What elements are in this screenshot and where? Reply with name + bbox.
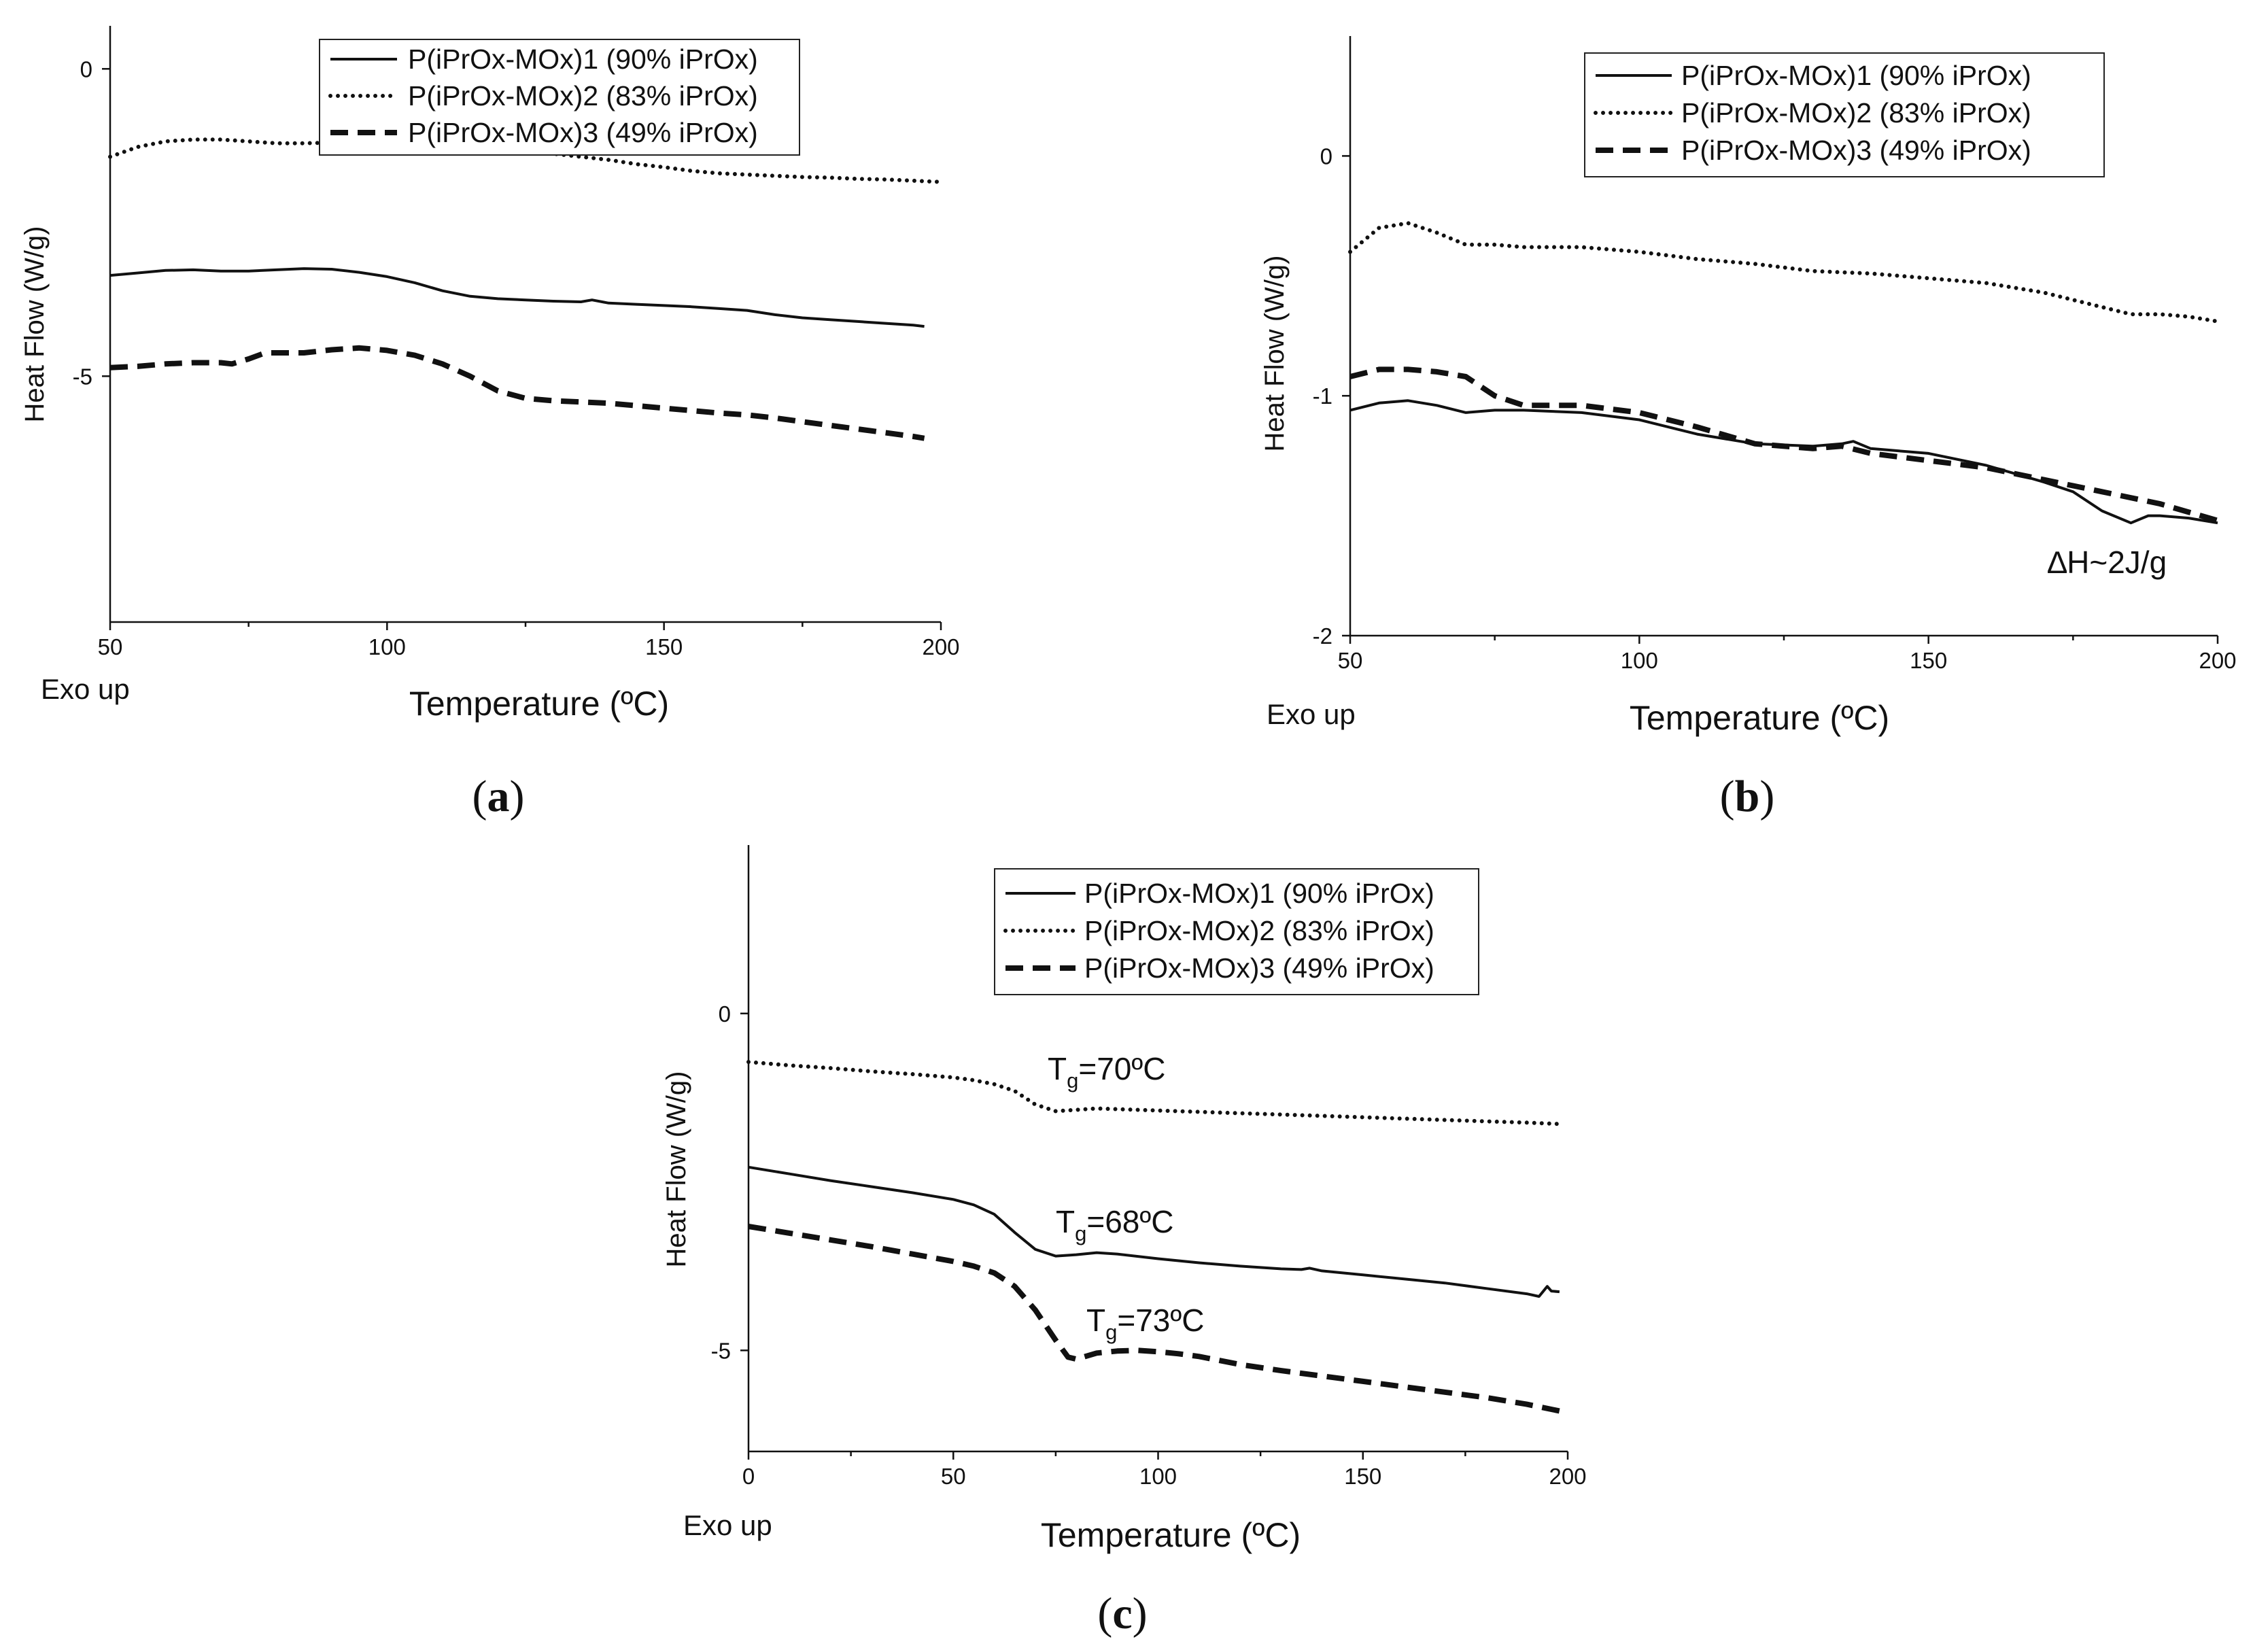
panel-c: 0 50 100 150 200 0 -5 Heat Flow (W/g) Exo up T… (661, 845, 1587, 1638)
x-tick-label-100: 100 (1139, 1464, 1177, 1489)
tg73-rest: =73ºC (1117, 1303, 1204, 1338)
panel-a-legend-label-2: P(iPrOx-MOx)2 (83% iPrOx) (408, 80, 758, 111)
x-tick-label-200: 200 (1549, 1464, 1586, 1489)
panel-c-legend: P(iPrOx-MOx)1 (90% iPrOx) P(iPrOx-MOx)2 … (994, 868, 1479, 995)
panel-a-legend-label-3: P(iPrOx-MOx)3 (49% iPrOx) (408, 117, 758, 148)
panel-b-legend-box (1584, 52, 2105, 177)
panel-b-annotation: ∆H~2J/g (2048, 545, 2167, 580)
panel-a-series (108, 137, 943, 441)
x-tick-label-150: 150 (1344, 1464, 1381, 1489)
panel-a-exo-label: Exo up (41, 673, 130, 705)
tg68-rest: =68ºC (1086, 1204, 1173, 1239)
panel-b-x-axis-title: Temperature (ºC) (1630, 699, 1889, 737)
y-tick-label-0: 0 (719, 1001, 731, 1027)
panel-c-legend-label-1: P(iPrOx-MOx)1 (90% iPrOx) (1084, 878, 1434, 909)
panel-b-ticks: 50 100 150 200 0 -1 -2 (1313, 143, 2237, 673)
panel-b-legend-label-2: P(iPrOx-MOx)2 (83% iPrOx) (1681, 97, 2031, 128)
panel-b-series (1348, 221, 2220, 525)
tg70-main: T (1048, 1051, 1067, 1086)
y-tick-label-0: 0 (1320, 143, 1332, 169)
panel-c-legend-label-3: P(iPrOx-MOx)3 (49% iPrOx) (1084, 952, 1434, 984)
panel-c-legend-label-2: P(iPrOx-MOx)2 (83% iPrOx) (1084, 915, 1434, 946)
x-tick-label-100: 100 (1621, 648, 1658, 673)
x-tick-label-50: 50 (941, 1464, 966, 1489)
series-line-3 (748, 1224, 1560, 1414)
panel-a-ticks: 50 100 150 200 0 -5 (73, 56, 960, 659)
panel-b-label-letter: b (1735, 772, 1760, 821)
panel-b-exo-label: Exo up (1267, 698, 1356, 730)
series-line-1 (109, 267, 925, 328)
y-tick-label--5: -5 (73, 364, 92, 389)
panel-c-series (746, 1060, 1562, 1414)
panel-c-y-axis-title: Heat Flow (W/g) (661, 1071, 691, 1268)
x-tick-label-100: 100 (368, 634, 406, 659)
panel-a-legend-label-1: P(iPrOx-MOx)1 (90% iPrOx) (408, 44, 758, 75)
panel-b-legend-label-3: P(iPrOx-MOx)3 (49% iPrOx) (1681, 135, 2031, 166)
panel-a-label: (a) (472, 772, 525, 821)
panel-b-y-axis-title: Heat Flow (W/g) (1260, 256, 1290, 452)
panel-c-label: (c) (1097, 1589, 1147, 1638)
panel-c-annotation-tg-68: Tg=68ºC (1056, 1204, 1173, 1245)
panel-c-ticks: 0 50 100 150 200 0 -5 (711, 1001, 1587, 1489)
panel-c-exo-label: Exo up (683, 1509, 772, 1541)
panel-c-legend-box (994, 868, 1479, 995)
y-tick-label--5: -5 (711, 1338, 731, 1363)
x-tick-label-150: 150 (1910, 648, 1947, 673)
panel-c-annotation-tg-73: Tg=73ºC (1086, 1303, 1204, 1344)
panel-a-label-letter: a (487, 772, 510, 821)
tg68-main: T (1056, 1204, 1075, 1239)
series-line-1 (748, 1165, 1560, 1298)
panel-c-label-letter: c (1112, 1589, 1132, 1638)
panel-b-legend-label-1: P(iPrOx-MOx)1 (90% iPrOx) (1681, 60, 2031, 91)
panel-a-legend-box (319, 39, 800, 156)
panel-c-annotation-tg-70: Tg=70ºC (1048, 1051, 1165, 1092)
panel-a-legend: P(iPrOx-MOx)1 (90% iPrOx) P(iPrOx-MOx)2 … (319, 39, 800, 156)
panel-a: 50 100 150 200 0 -5 Heat Flow (W/g) Exo up Te… (20, 26, 960, 821)
tg73-main: T (1086, 1303, 1105, 1338)
y-tick-label--2: -2 (1313, 623, 1332, 649)
panel-c-x-axis-title: Temperature (ºC) (1041, 1516, 1301, 1554)
series-line-3 (1349, 366, 2219, 523)
y-tick-label--1: -1 (1313, 383, 1332, 409)
series-line-3 (109, 345, 925, 441)
series-line-2 (1348, 221, 2220, 324)
x-tick-label-50: 50 (98, 634, 123, 659)
y-tick-label-0: 0 (80, 56, 92, 82)
x-tick-label-150: 150 (645, 634, 683, 659)
tg70-rest: =70ºC (1078, 1051, 1165, 1086)
series-line-1 (1349, 399, 2218, 525)
x-tick-label-0: 0 (742, 1464, 755, 1489)
panel-a-y-axis-title: Heat Flow (W/g) (20, 226, 50, 423)
x-tick-label-200: 200 (922, 634, 959, 659)
tg70-sub: g (1067, 1069, 1078, 1092)
panel-a-x-axis-title: Temperature (ºC) (409, 685, 669, 723)
series-line-2 (746, 1060, 1562, 1126)
x-tick-label-50: 50 (1338, 648, 1363, 673)
tg73-sub: g (1105, 1320, 1117, 1344)
x-tick-label-200: 200 (2199, 648, 2236, 673)
panel-b-label: (b) (1720, 772, 1775, 821)
tg68-sub: g (1075, 1222, 1086, 1245)
panel-b-legend: P(iPrOx-MOx)1 (90% iPrOx) P(iPrOx-MOx)2 … (1584, 52, 2105, 177)
